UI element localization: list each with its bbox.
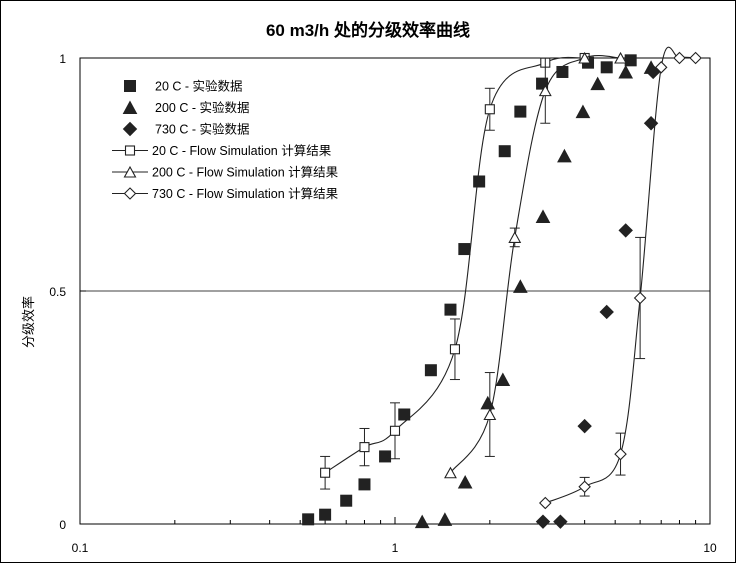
data-point (449, 344, 461, 355)
legend-item-2: 200 C - 实验数据 (122, 100, 249, 115)
data-point (414, 514, 430, 529)
series-6 (539, 46, 702, 510)
legend-label: 730 C - 实验数据 (155, 122, 249, 137)
data-point (340, 494, 353, 507)
data-point (633, 291, 647, 305)
data-point (508, 231, 522, 243)
y-tick-label: 0.5 (49, 285, 66, 299)
data-point (480, 395, 496, 410)
data-point (535, 209, 551, 223)
data-point (514, 105, 527, 118)
legend-marker (123, 187, 137, 200)
plot-area: 0.1 1 10 0 0.5 1 (49, 46, 717, 555)
data-point (484, 104, 495, 115)
data-point (654, 61, 668, 74)
data-point (319, 508, 332, 521)
data-point (578, 480, 591, 493)
data-point (614, 51, 627, 64)
data-point (614, 447, 627, 461)
data-point (535, 514, 551, 529)
data-point (483, 408, 497, 421)
data-point (398, 408, 411, 421)
data-point (689, 51, 702, 65)
legend-item-5: 200 C - Flow Simulation 计算结果 (112, 165, 339, 180)
legend: 20 C - 实验数据 200 C - 实验数据 730 C - 实验数据 20 C … (112, 79, 339, 201)
data-point (302, 513, 315, 526)
data-point (575, 104, 591, 119)
data-point (557, 148, 572, 163)
legend-marker (124, 145, 136, 156)
y-tick-label: 0 (59, 518, 66, 532)
data-point (539, 496, 552, 510)
legend-marker (124, 80, 136, 92)
x-tick-label: 1 (392, 541, 399, 555)
data-point (578, 51, 592, 64)
legend-item-6: 730 C - Flow Simulation 计算结果 (112, 186, 339, 201)
data-point (498, 145, 511, 158)
data-point (618, 223, 633, 238)
legend-item-3: 730 C - 实验数据 (122, 121, 249, 137)
data-point (600, 61, 613, 74)
data-point (424, 364, 437, 377)
data-point (473, 175, 486, 188)
data-point (553, 514, 568, 529)
data-point (599, 304, 614, 320)
legend-label: 20 C - 实验数据 (155, 79, 243, 94)
data-point (590, 76, 606, 91)
data-point (673, 51, 686, 65)
series-1 (302, 54, 637, 526)
x-tick-label: 0.1 (72, 541, 89, 555)
x-tick-label: 10 (703, 541, 717, 555)
data-point (444, 303, 457, 316)
data-point (536, 77, 549, 90)
data-point (513, 279, 528, 293)
data-point (379, 450, 392, 463)
data-point (389, 425, 401, 436)
legend-label: 200 C - Flow Simulation 计算结果 (152, 165, 339, 180)
legend-label: 730 C - Flow Simulation 计算结果 (152, 186, 339, 201)
data-point (495, 372, 511, 387)
data-point (444, 466, 457, 479)
y-tick-label: 1 (59, 52, 66, 66)
data-point (618, 64, 634, 79)
data-point (437, 512, 453, 526)
data-point (538, 84, 552, 97)
series-5 (444, 51, 627, 479)
y-axis-label: 分级效率 (21, 296, 36, 348)
data-point (457, 475, 473, 489)
legend-item-4: 20 C - Flow Simulation 计算结果 (112, 143, 332, 158)
data-point (320, 467, 331, 478)
legend-label: 20 C - Flow Simulation 计算结果 (152, 143, 332, 158)
legend-marker (122, 100, 138, 114)
legend-marker (123, 165, 137, 178)
data-point (359, 442, 370, 453)
data-point (358, 478, 371, 491)
legend-label: 200 C - 实验数据 (155, 100, 249, 115)
chart-title: 60 m3/h 处的分级效率曲线 (266, 20, 470, 40)
legend-item-1: 20 C - 实验数据 (124, 79, 243, 94)
legend-marker (122, 121, 138, 137)
data-point (577, 418, 592, 434)
